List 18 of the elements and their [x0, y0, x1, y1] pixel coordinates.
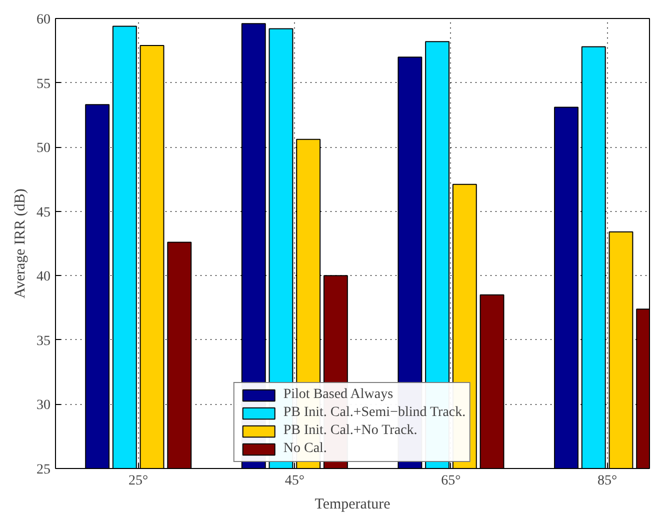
y-tick-label: 50 — [36, 141, 50, 156]
y-tick-label: 40 — [36, 270, 50, 285]
x-tick-label: 85° — [597, 474, 618, 488]
x-axis-title: Temperature — [314, 496, 391, 512]
y-tick-label: 45 — [36, 205, 50, 220]
y-tick-label: 35 — [36, 334, 50, 349]
x-tick-label: 45° — [284, 474, 304, 488]
legend-label: PB Init. Cal.+No Track. — [283, 423, 418, 439]
y-tick-label: 60 — [36, 12, 50, 28]
x-tick-label: 65° — [441, 474, 461, 488]
y-tick-label: 30 — [36, 398, 50, 414]
legend-label: Pilot Based Always — [283, 387, 394, 403]
y-axis-title: Average IRR (dB) — [12, 188, 28, 298]
y-tick-label: 25 — [36, 462, 50, 478]
legend-label: No Cal. — [283, 441, 327, 457]
y-tick-label: 55 — [36, 76, 50, 92]
legend-label: PB Init. Cal.+Semi−blind Track. — [283, 405, 466, 421]
x-tick-label: 25° — [128, 474, 148, 488]
